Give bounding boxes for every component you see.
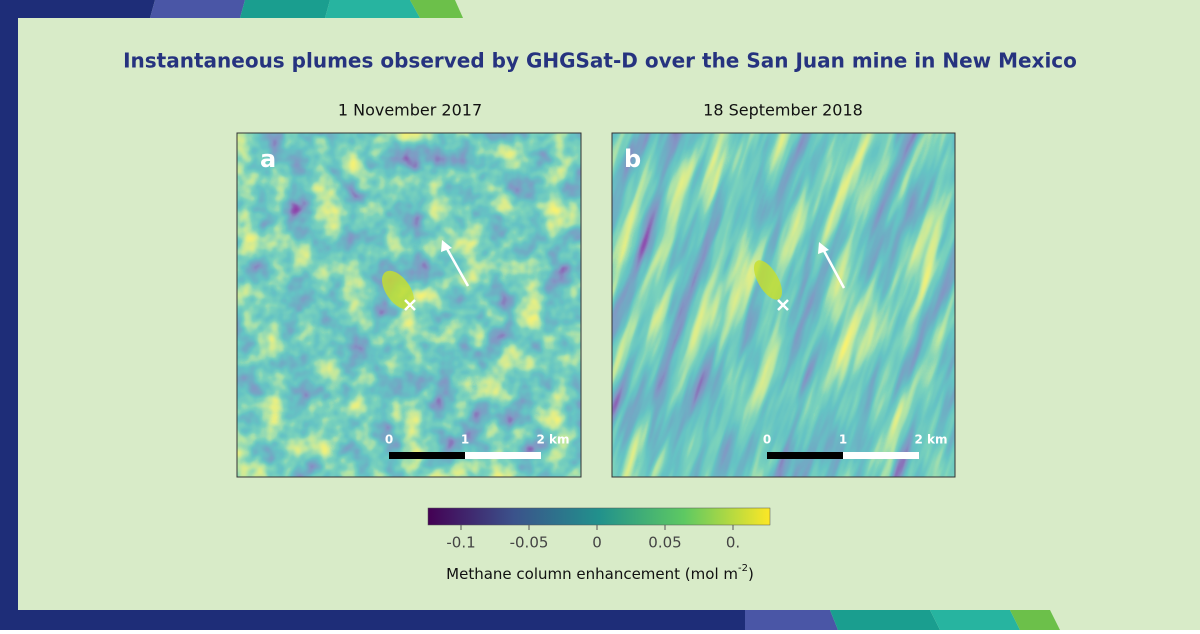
scale-label: 1	[839, 433, 847, 447]
bottom-band	[830, 610, 940, 630]
scale-label: 0	[385, 433, 393, 447]
bottom-band	[745, 610, 838, 630]
bottom-band	[930, 610, 1020, 630]
markers	[404, 240, 846, 311]
panel-date: 1 November 2017	[338, 101, 482, 120]
colorbar-ticks: -0.1 -0.05 0 0.05 0.	[446, 525, 740, 552]
source-mark	[777, 299, 789, 311]
top-band	[150, 0, 245, 18]
arrowhead	[818, 242, 829, 254]
arrow	[444, 246, 470, 287]
scale-label: 0	[763, 433, 771, 447]
scale-label: 2 km	[914, 433, 947, 447]
arrow	[821, 248, 846, 289]
scale-bar	[465, 452, 541, 459]
colorbar-label: Methane column enhancement (mol m-2)	[446, 563, 754, 583]
colorbar-tick-label: 0.	[726, 534, 740, 552]
panel-date: 18 September 2018	[703, 101, 863, 120]
bottom-band	[0, 610, 745, 630]
colorbar-tick-label: -0.1	[446, 534, 475, 552]
arrowhead	[441, 240, 452, 252]
colorbar-tick-label: 0	[592, 534, 602, 552]
title: Instantaneous plumes observed by GHGSat-…	[123, 49, 1077, 73]
top-band	[410, 0, 463, 18]
frame	[611, 132, 956, 478]
colorbar-tick-label: 0.05	[648, 534, 681, 552]
left-band	[0, 0, 18, 630]
plume	[754, 260, 782, 300]
scale-bar	[843, 452, 919, 459]
scale-bar	[767, 452, 843, 459]
colorbar	[427, 507, 771, 526]
top-band	[325, 0, 420, 18]
scale-bar	[389, 452, 465, 459]
colorbar-tick-label: -0.05	[510, 534, 549, 552]
source-mark	[404, 299, 416, 311]
scale-label: 2 km	[536, 433, 569, 447]
scale-label: 1	[461, 433, 469, 447]
noise	[612, 133, 955, 477]
frame	[236, 132, 582, 478]
panel-letter: a	[260, 145, 276, 173]
top-band	[0, 0, 155, 18]
bottom-band	[1010, 610, 1060, 630]
top-band	[240, 0, 330, 18]
image-b	[612, 133, 955, 477]
panel-letter: b	[624, 145, 641, 173]
